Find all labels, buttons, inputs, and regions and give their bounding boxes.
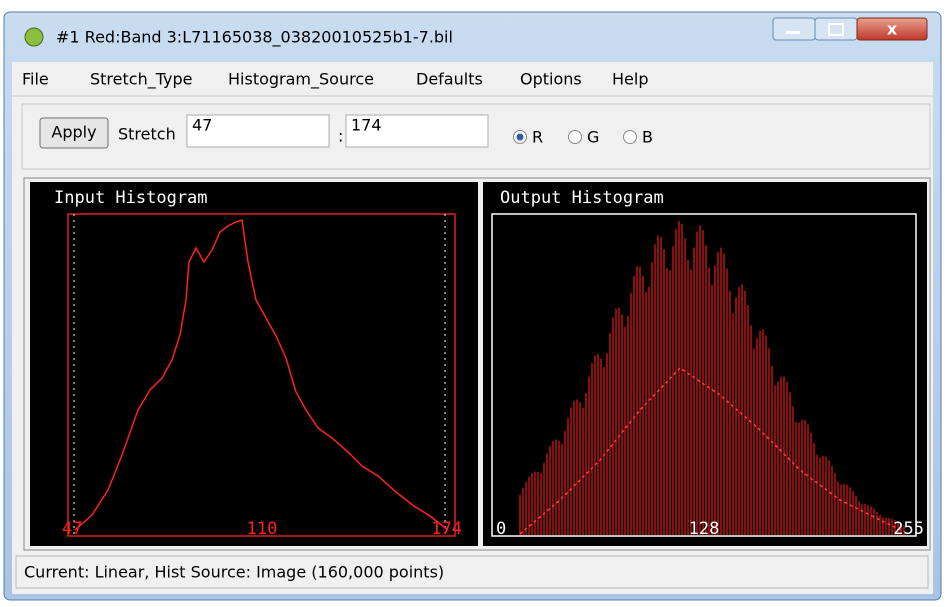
apply-label: Apply xyxy=(51,123,96,142)
minimize-icon xyxy=(786,31,800,34)
output-axis-label: 0 xyxy=(496,519,506,539)
toolbar-group xyxy=(21,103,931,170)
stretch-max-value: 174 xyxy=(351,116,382,135)
menu-item[interactable]: File xyxy=(22,70,49,89)
input-histogram-curve xyxy=(74,219,449,531)
input-panel xyxy=(30,182,478,546)
radio-button[interactable] xyxy=(623,130,637,144)
status-text: Current: Linear, Hist Source: Image (160… xyxy=(24,563,444,582)
window-title: #1 Red:Band 3:L71165038_03820010525b1-7.… xyxy=(56,28,453,48)
maximize-icon xyxy=(828,23,844,36)
radio-label: R xyxy=(532,128,543,147)
stretch-max-input[interactable] xyxy=(345,114,489,148)
output-title: Output Histogram xyxy=(500,188,664,208)
output-axis-label: 255 xyxy=(893,519,924,539)
menu-item[interactable]: Defaults xyxy=(416,70,483,89)
menu-item[interactable]: Help xyxy=(612,70,648,89)
output-axis-label: 128 xyxy=(689,519,720,539)
radio-dot xyxy=(516,133,524,141)
radio-button[interactable] xyxy=(568,130,582,144)
input-frame xyxy=(67,213,456,537)
input-axis-label: 47 xyxy=(62,519,82,539)
input-axis-label: 110 xyxy=(247,519,278,539)
maximize-button[interactable] xyxy=(814,17,858,41)
stretch-min-value: 47 xyxy=(192,116,212,135)
radio-label: G xyxy=(587,128,599,147)
output-panel xyxy=(483,182,927,546)
output-histogram-bars xyxy=(519,220,905,535)
axis-labels: 47 110 174 0 128 255 xyxy=(62,519,924,539)
stretch-label: Stretch xyxy=(118,125,176,144)
menu-item[interactable]: Histogram_Source xyxy=(228,70,374,90)
output-frame xyxy=(491,213,917,537)
close-button[interactable] xyxy=(856,17,928,41)
stretch-min-input[interactable] xyxy=(186,114,330,148)
menu-item[interactable]: Stretch_Type xyxy=(90,70,192,90)
stretch-separator: : xyxy=(338,127,343,146)
close-icon: x xyxy=(887,20,898,39)
menu-bar: File Stretch_Type Histogram_Source Defaults… xyxy=(22,70,648,90)
output-envelope xyxy=(519,367,906,535)
radio-label: B xyxy=(642,128,653,147)
input-title: Input Histogram xyxy=(54,188,208,208)
status-bar xyxy=(15,555,929,589)
app-icon xyxy=(24,27,44,47)
input-axis-label: 174 xyxy=(431,519,462,539)
minimize-button[interactable] xyxy=(772,17,816,41)
apply-button[interactable] xyxy=(39,117,109,149)
menu-item[interactable]: Options xyxy=(520,70,582,89)
